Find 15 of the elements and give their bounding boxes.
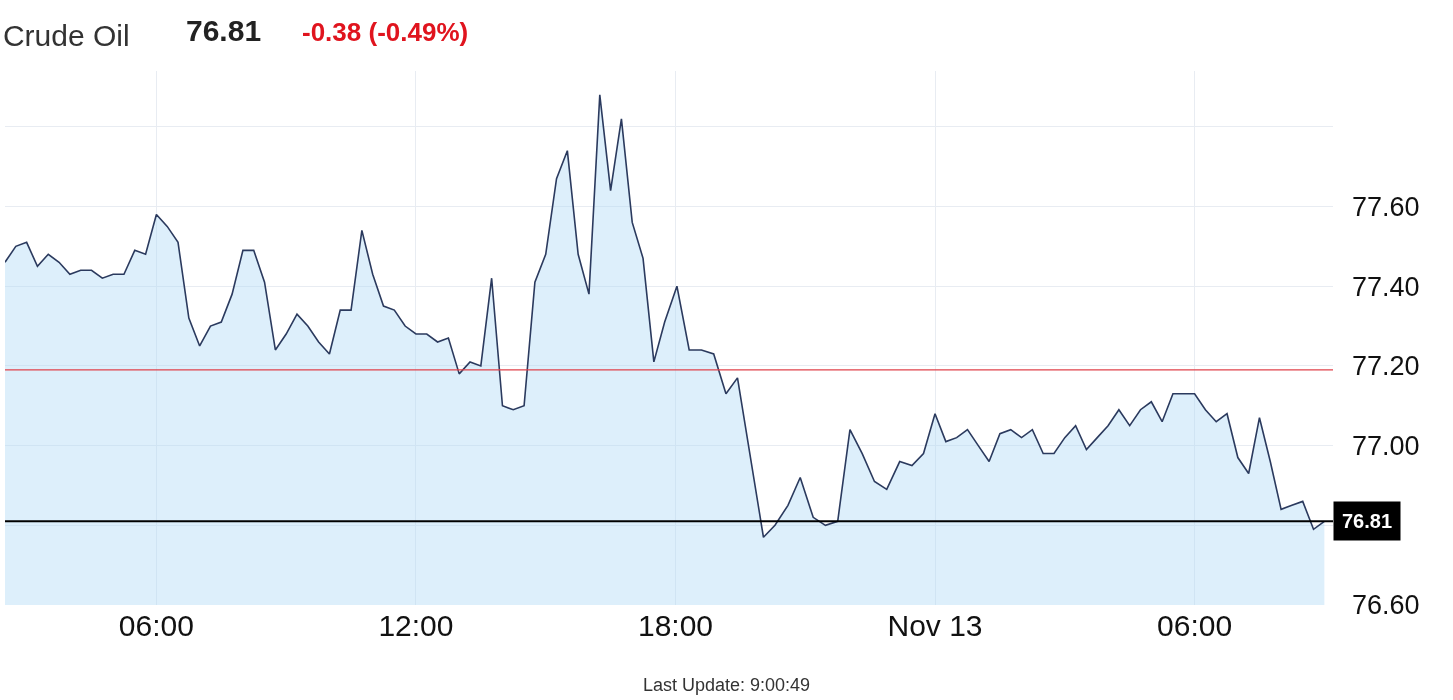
text: 76.81 (186, 14, 262, 47)
y-tick-label: 76.60 (1352, 590, 1420, 621)
x-tick-label: 12:00 (378, 609, 454, 642)
x-tick-label: 18:00 (637, 609, 714, 642)
y-tick-label: 77.20 (1352, 351, 1420, 382)
y-tick-label: 77.60 (1352, 191, 1420, 222)
chart-title: Crude Oil (2, 18, 130, 52)
y-tick-label: 77.00 (1352, 431, 1420, 462)
x-tick-label: 06:00 (118, 609, 194, 642)
x-tick-label: Nov 13 (887, 609, 983, 642)
y-tick-label: 77.40 (1352, 271, 1420, 302)
ref-line-label: 76.81 (1342, 510, 1393, 532)
x-tick-label: 06:00 (1157, 609, 1233, 642)
text: -0.38 (-0.49%) (302, 17, 469, 47)
text: Last Update: 9:00:49 (643, 675, 811, 695)
